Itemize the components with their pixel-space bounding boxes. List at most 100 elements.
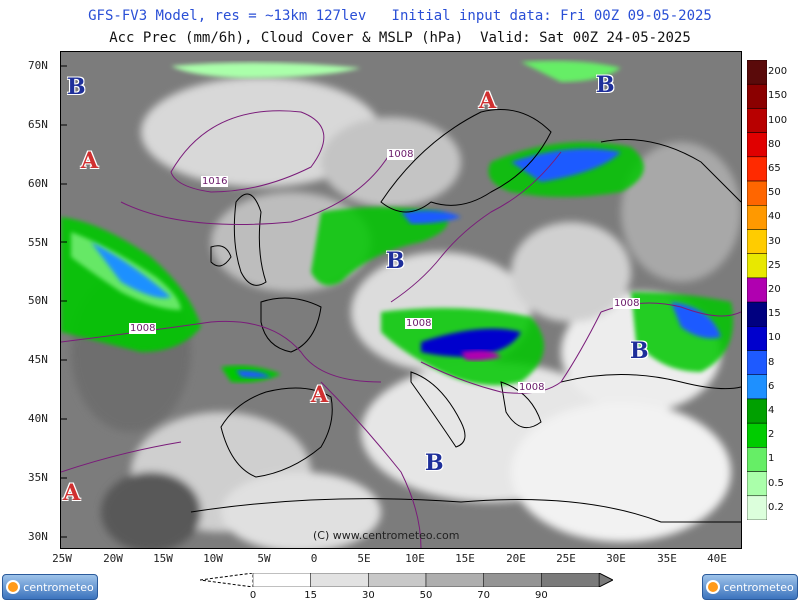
cloud-swatch <box>483 573 542 587</box>
lat-label: 70N <box>28 59 48 72</box>
legend-swatch <box>747 253 767 279</box>
legend-label: 150 <box>768 90 788 102</box>
cloud-label: 15 <box>304 590 318 601</box>
logo-text: centrometeo <box>723 580 794 594</box>
legend-label: 1 <box>768 453 775 465</box>
lon-label: 5W <box>257 552 271 565</box>
lon-label: 5E <box>357 552 371 565</box>
legend-swatch <box>747 205 767 230</box>
legend-label: 65 <box>768 162 781 174</box>
precip-colorbar <box>747 60 767 520</box>
legend-label: 6 <box>768 380 775 392</box>
lat-label: 45N <box>28 353 48 366</box>
axis-ticks <box>61 65 67 538</box>
lat-label: 50N <box>28 294 48 307</box>
isobars <box>61 110 741 548</box>
legend-swatch <box>747 398 767 424</box>
legend-swatch <box>747 471 767 497</box>
legend-swatch <box>747 277 767 303</box>
pressure-high-marker: A <box>81 148 99 174</box>
cloud-swatch <box>425 573 484 587</box>
lon-label: 25W <box>52 552 72 565</box>
pressure-high-marker: A <box>63 480 81 506</box>
legend-label: 2 <box>768 429 775 441</box>
legend-swatch <box>747 156 767 182</box>
legend-swatch <box>747 60 767 85</box>
legend-swatch <box>747 495 767 520</box>
pressure-low-marker: B <box>596 72 615 98</box>
lat-label: 65N <box>28 118 48 131</box>
legend-swatch <box>747 180 767 206</box>
cloud-swatch <box>368 573 427 587</box>
lat-label: 40N <box>28 412 48 425</box>
legend-label: 80 <box>768 138 781 150</box>
pressure-low-marker: B <box>630 338 649 364</box>
legend-swatch <box>747 108 767 133</box>
legend-label: 0.2 <box>768 501 784 513</box>
isobar-label: 1008 <box>613 298 641 309</box>
lat-label: 30N <box>28 530 48 543</box>
centrometeo-logo-right[interactable]: centrometeo <box>702 574 798 600</box>
lon-label: 35E <box>657 552 677 565</box>
isobar-label: 1008 <box>518 382 546 393</box>
legend-swatch <box>747 229 767 254</box>
legend-swatch <box>747 447 767 472</box>
isobar-label: 1008 <box>405 318 433 329</box>
pressure-low-marker: B <box>386 248 405 274</box>
cloud-field <box>71 77 741 548</box>
legend-label: 15 <box>768 308 781 320</box>
isobar-label: 1016 <box>201 176 229 187</box>
legend-label: 100 <box>768 114 788 126</box>
copyright-text: (C) www.centrometeo.com <box>313 529 460 542</box>
lon-label: 20W <box>103 552 123 565</box>
legend-swatch <box>747 83 767 109</box>
pressure-low-marker: B <box>67 74 86 100</box>
lon-label: 10E <box>405 552 425 565</box>
legend-label: 40 <box>768 211 781 223</box>
lon-label: 25E <box>556 552 576 565</box>
cloud-swatch <box>541 573 599 587</box>
legend-label: 20 <box>768 284 781 295</box>
isobar-label: 1008 <box>387 149 415 160</box>
lon-label: 40E <box>707 552 727 565</box>
logo-text: centrometeo <box>23 580 94 594</box>
legend-swatch <box>747 374 767 400</box>
centrometeo-logo-left[interactable]: centrometeo <box>2 574 98 600</box>
lon-label: 0 <box>310 552 318 565</box>
legend-swatch <box>747 422 767 448</box>
legend-swatch <box>747 301 767 327</box>
cloud-swatch <box>310 573 369 587</box>
isobar-label: 1008 <box>129 323 157 334</box>
cloud-label: 70 <box>477 590 491 601</box>
map-canvas <box>61 52 741 548</box>
lat-label: 55N <box>28 236 48 249</box>
legend-swatch <box>747 350 767 375</box>
precip-field <box>61 60 733 386</box>
coastlines <box>190 109 741 523</box>
lon-label: 10W <box>203 552 223 565</box>
legend-swatch <box>747 132 767 158</box>
title-line-2: Acc Prec (mm/6h), Cloud Cover & MSLP (hP… <box>109 30 691 46</box>
logo-icon <box>706 580 721 594</box>
cloud-swatch <box>253 573 311 587</box>
cloud-bar-left-arrow <box>200 573 253 587</box>
legend-label: 200 <box>768 66 788 78</box>
lon-label: 20E <box>506 552 526 565</box>
cloud-cover-colorbar <box>253 573 599 587</box>
legend-label: 10 <box>768 332 781 344</box>
pressure-high-marker: A <box>479 88 497 114</box>
lon-label: 15E <box>455 552 475 565</box>
lat-label: 60N <box>28 177 48 190</box>
lon-label: 30E <box>606 552 626 565</box>
cloud-bar-right-arrow <box>599 573 613 587</box>
cloud-label: 50 <box>419 590 433 601</box>
legend-swatch <box>747 326 767 351</box>
legend-label: 50 <box>768 187 781 199</box>
logo-icon <box>6 580 21 594</box>
cloud-label: 30 <box>361 590 375 601</box>
legend-label: 4 <box>768 405 775 417</box>
title-line-1: GFS-FV3 Model, res = ~13km 127lev Initia… <box>88 8 712 24</box>
pressure-high-marker: A <box>311 382 329 408</box>
pressure-low-marker: B <box>425 450 444 476</box>
lon-label: 15W <box>153 552 173 565</box>
